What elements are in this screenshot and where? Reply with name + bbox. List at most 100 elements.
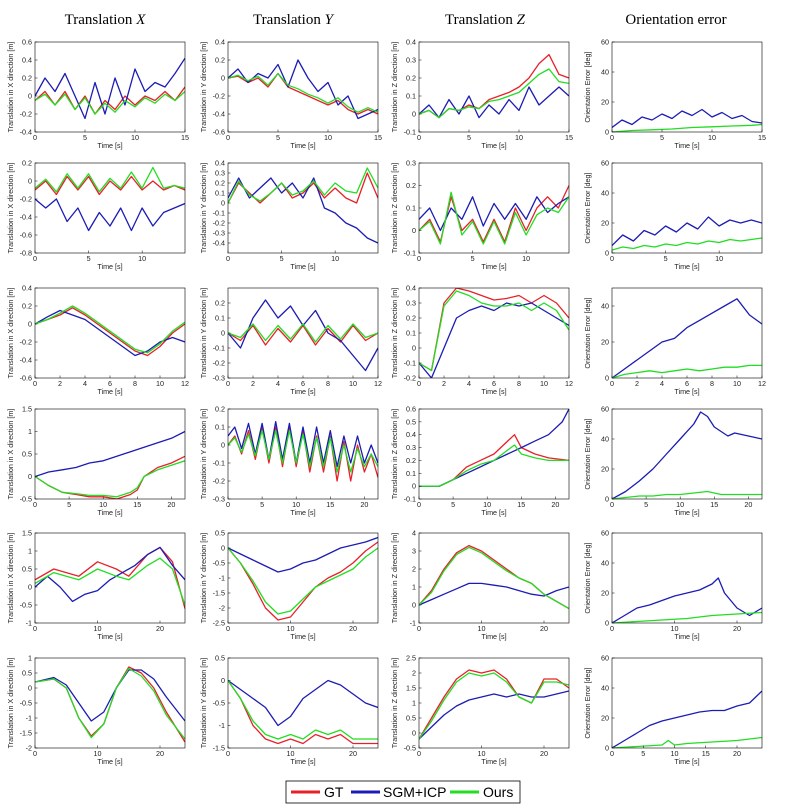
y-tick-label: 0.3 <box>406 443 416 452</box>
axes-frame <box>34 657 186 749</box>
y-axis-label: Translation in X direction [m] <box>6 409 15 500</box>
y-tick-label: 0.2 <box>406 74 416 83</box>
series-line-ours <box>35 557 185 606</box>
x-tick-label: 4 <box>83 379 87 388</box>
axes-frame <box>611 408 763 500</box>
series-line-sgm-icp <box>35 669 185 722</box>
y-tick-label: -0.5 <box>213 699 225 708</box>
y-tick-label: -1 <box>219 574 225 583</box>
y-tick-label: 2 <box>412 565 416 574</box>
y-tick-label: 0.4 <box>215 38 225 47</box>
x-tick-label: 0 <box>33 133 37 142</box>
panel-r1-c4: 0 5 10 15 60 40 20 0 Time [s] Orientation Error [… <box>583 38 766 151</box>
y-axis-label: Translation in Z direction [m] <box>390 42 399 132</box>
x-axis-label: Time [s] <box>290 141 315 150</box>
series-line-ours <box>419 68 569 119</box>
y-tick-label: 60 <box>601 654 609 663</box>
y-tick-label: 0 <box>605 619 609 628</box>
x-tick-label: 10 <box>138 254 146 263</box>
panel-r3-c2: 0 2 4 6 8 10 12 0.2 0.1 0 -0.1 -0.2 -0.3 Time [s] Tran… <box>199 287 382 396</box>
y-tick-label: 40 <box>601 302 609 311</box>
x-tick-label: 10 <box>287 749 295 758</box>
y-tick-label: 0 <box>221 676 225 685</box>
x-tick-label: 20 <box>156 624 164 633</box>
y-axis-label: Translation in Y direction [m] <box>199 42 208 133</box>
x-tick-label: 10 <box>331 254 339 263</box>
panel-r3-c1: 0 2 4 6 8 10 12 0.4 0.2 0 -0.2 -0.4 -0.6 Time [s] Tran… <box>6 284 189 397</box>
axes-frame <box>418 287 570 379</box>
y-tick-label: 0 <box>412 729 416 738</box>
y-tick-label: 0 <box>412 110 416 119</box>
x-tick-label: 5 <box>83 133 87 142</box>
x-tick-label: 20 <box>733 749 741 758</box>
y-axis-label: Translation in X direction [m] <box>6 658 15 749</box>
x-axis-label: Time [s] <box>97 508 122 517</box>
x-tick-label: 12 <box>565 379 573 388</box>
x-tick-label: 15 <box>702 749 710 758</box>
x-tick-label: 10 <box>671 624 679 633</box>
series-line-ours <box>419 191 569 245</box>
y-tick-label: 1.5 <box>406 684 416 693</box>
series-line-ours <box>612 123 762 132</box>
series-line-sgm-icp <box>612 298 762 378</box>
y-tick-label: -2 <box>26 744 32 753</box>
y-tick-label: 0 <box>28 92 32 101</box>
y-tick-label: -0.2 <box>213 92 225 101</box>
x-tick-label: 0 <box>226 379 230 388</box>
legend-box <box>285 780 521 804</box>
y-axis-label: Translation in X direction [m] <box>6 288 15 379</box>
panel-r2-c4: 0 5 10 60 40 20 0 Time [s] Orientation Error [de… <box>583 159 763 271</box>
y-tick-label: 1 <box>28 427 32 436</box>
x-tick-label: 10 <box>715 254 723 263</box>
y-axis-label: Translation in Z direction [m] <box>390 288 399 378</box>
y-axis-label: Translation in Y direction [m] <box>199 288 208 379</box>
y-tick-label: 60 <box>601 159 609 168</box>
x-tick-label: 5 <box>641 749 645 758</box>
y-tick-label: 40 <box>601 684 609 693</box>
x-tick-label: 0 <box>226 133 230 142</box>
x-tick-label: 15 <box>710 500 718 509</box>
y-axis-label: Translation in Y direction [m] <box>199 533 208 624</box>
series-line-sgm-icp <box>419 302 569 378</box>
x-tick-label: 20 <box>540 749 548 758</box>
series-line-sgm-icp <box>35 430 185 478</box>
x-tick-label: 5 <box>87 254 91 263</box>
y-tick-label: 0 <box>605 128 609 137</box>
x-tick-label: 20 <box>349 624 357 633</box>
series-group <box>35 430 185 499</box>
series-line-ours <box>228 547 378 615</box>
series-line-sgm-icp <box>228 420 378 468</box>
x-tick-label: 0 <box>610 749 614 758</box>
x-tick-label: 0 <box>610 254 614 263</box>
series-line-ours <box>35 460 185 498</box>
y-tick-label: 0.3 <box>215 169 225 178</box>
axes-frame <box>611 162 763 254</box>
y-tick-label: 0 <box>28 320 32 329</box>
series-line-ours <box>419 444 569 487</box>
series-line-ours <box>228 167 378 204</box>
y-tick-label: -0.2 <box>20 110 32 119</box>
x-tick-label: 6 <box>492 379 496 388</box>
y-tick-label: 20 <box>601 98 609 107</box>
column-title-z: Translation Z <box>445 12 526 28</box>
y-tick-label: 3 <box>412 547 416 556</box>
series-line-gt <box>35 175 185 196</box>
series-line-gt <box>419 669 569 740</box>
x-axis-label: Time [s] <box>97 632 122 641</box>
y-tick-label: 0.5 <box>406 714 416 723</box>
x-tick-label: 5 <box>664 254 668 263</box>
y-tick-label: -2 <box>219 604 225 613</box>
x-tick-label: 4 <box>467 379 471 388</box>
series-line-sgm-icp <box>612 577 762 623</box>
x-tick-label: 12 <box>374 379 382 388</box>
y-tick-label: 0.3 <box>406 299 416 308</box>
x-tick-label: 10 <box>99 500 107 509</box>
column-title-x: Translation X <box>65 12 147 28</box>
y-tick-label: -1 <box>410 619 416 628</box>
axes-frame <box>34 408 186 500</box>
y-tick-label: -0.2 <box>213 359 225 368</box>
